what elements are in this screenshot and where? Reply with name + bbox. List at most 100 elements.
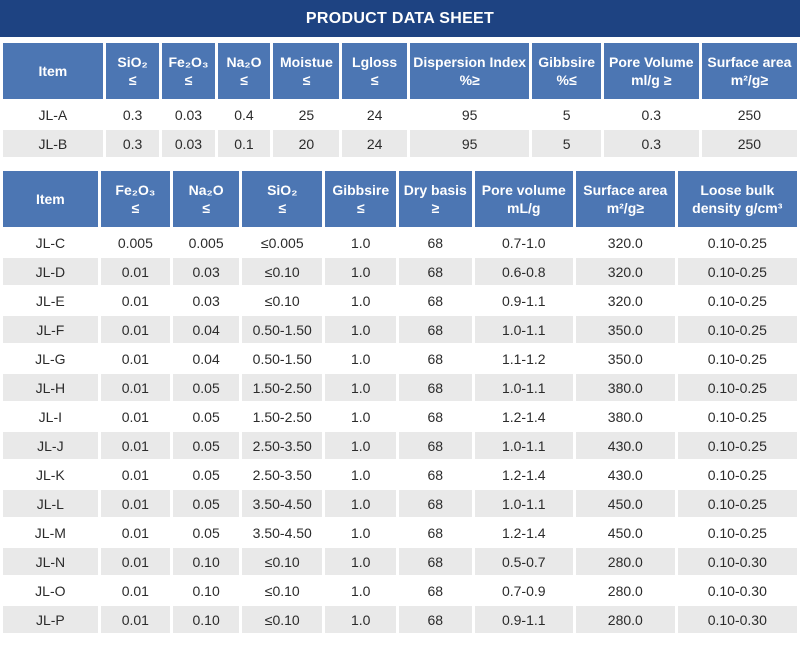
column-header: Dry basis ≥ [399, 171, 472, 227]
spec-table-jl-series: Item Fe₂O₃ ≤ Na₂O ≤ SiO₂ ≤ Gibbsire ≤ Dry bas… [0, 169, 800, 635]
value-cell: 0.05 [173, 519, 240, 546]
value-cell: 24 [342, 130, 407, 157]
value-cell: 0.03 [162, 101, 215, 128]
value-cell: 280.0 [576, 577, 675, 604]
value-cell: 0.10-0.25 [677, 287, 797, 314]
value-cell: 1.0 [325, 229, 397, 256]
table-row: JL-F 0.01 0.04 0.50-1.50 1.0 68 1.0-1.1 350.0 0.… [3, 316, 797, 343]
column-header: Na₂O ≤ [173, 171, 240, 227]
value-cell: 0.01 [100, 548, 170, 575]
value-cell: 1.0-1.1 [474, 316, 574, 343]
table-row: JL-J 0.01 0.05 2.50-3.50 1.0 68 1.0-1.1 430.0 0.… [3, 432, 797, 459]
column-header: Moistue ≤ [273, 43, 340, 99]
value-cell: 0.05 [173, 461, 240, 488]
value-cell: 0.10-0.25 [677, 345, 797, 372]
value-cell: 0.01 [100, 258, 170, 285]
value-cell: 0.50-1.50 [242, 345, 323, 372]
value-cell: 1.0 [325, 490, 397, 517]
column-header: Fe₂O₃ ≤ [162, 43, 215, 99]
value-cell: 450.0 [576, 490, 675, 517]
value-cell: 24 [342, 101, 407, 128]
value-cell: 0.01 [100, 403, 170, 430]
value-cell: 0.1 [217, 130, 271, 157]
value-cell: 68 [399, 287, 472, 314]
value-cell: 0.10-0.25 [677, 316, 797, 343]
value-cell: ≤0.10 [242, 577, 323, 604]
item-cell: JL-K [3, 461, 98, 488]
value-cell: 0.01 [100, 461, 170, 488]
table-row: JL-C 0.005 0.005 ≤0.005 1.0 68 0.7-1.0 320.0 0.1… [3, 229, 797, 256]
value-cell: 0.01 [100, 490, 170, 517]
value-cell: 68 [399, 606, 472, 633]
value-cell: 25 [273, 101, 340, 128]
value-cell: 1.50-2.50 [242, 374, 323, 401]
value-cell: 1.0 [325, 548, 397, 575]
column-header: Surface area m²/g≥ [576, 171, 675, 227]
item-cell: JL-I [3, 403, 98, 430]
item-cell: JL-M [3, 519, 98, 546]
value-cell: 0.03 [162, 130, 215, 157]
value-cell: 20 [273, 130, 340, 157]
value-cell: 1.0 [325, 432, 397, 459]
item-cell: JL-G [3, 345, 98, 372]
table-row: JL-N 0.01 0.10 ≤0.10 1.0 68 0.5-0.7 280.0 0.10-0… [3, 548, 797, 575]
value-cell: 0.05 [173, 490, 240, 517]
title-bar: PRODUCT DATA SHEET [0, 0, 800, 37]
header-row: Item SiO₂ ≤ Fe₂O₃ ≤ Na₂O ≤ Moistue ≤ Lgloss ≤… [3, 43, 797, 99]
value-cell: 1.0 [325, 606, 397, 633]
value-cell: 250 [701, 101, 797, 128]
value-cell: 0.01 [100, 287, 170, 314]
value-cell: 68 [399, 345, 472, 372]
value-cell: 68 [399, 316, 472, 343]
column-header: Item [3, 43, 103, 99]
value-cell: 280.0 [576, 606, 675, 633]
column-header: Surface area m²/g≥ [701, 43, 797, 99]
value-cell: 1.0 [325, 258, 397, 285]
value-cell: 0.10-0.25 [677, 519, 797, 546]
table-row: JL-L 0.01 0.05 3.50-4.50 1.0 68 1.0-1.1 450.0 0.… [3, 490, 797, 517]
value-cell: 0.6-0.8 [474, 258, 574, 285]
value-cell: 0.7-0.9 [474, 577, 574, 604]
column-header: Item [3, 171, 98, 227]
value-cell: 1.0 [325, 345, 397, 372]
value-cell: ≤0.005 [242, 229, 323, 256]
item-cell: JL-B [3, 130, 103, 157]
value-cell: 0.01 [100, 316, 170, 343]
value-cell: 68 [399, 490, 472, 517]
value-cell: 1.0 [325, 461, 397, 488]
table-row: JL-G 0.01 0.04 0.50-1.50 1.0 68 1.1-1.2 350.0 0.… [3, 345, 797, 372]
table-row: JL-O 0.01 0.10 ≤0.10 1.0 68 0.7-0.9 280.0 0.10-0… [3, 577, 797, 604]
value-cell: 350.0 [576, 345, 675, 372]
column-header: SiO₂ ≤ [242, 171, 323, 227]
column-header: Gibbsire %≤ [532, 43, 601, 99]
value-cell: 1.0 [325, 316, 397, 343]
value-cell: 3.50-4.50 [242, 490, 323, 517]
column-header: Gibbsire ≤ [325, 171, 397, 227]
spec-table-powder-grades: Item SiO₂ ≤ Fe₂O₃ ≤ Na₂O ≤ Moistue ≤ Lgloss ≤… [0, 41, 800, 159]
value-cell: 1.2-1.4 [474, 461, 574, 488]
column-header: Lgloss ≤ [342, 43, 407, 99]
value-cell: ≤0.10 [242, 548, 323, 575]
value-cell: 0.05 [173, 403, 240, 430]
value-cell: ≤0.10 [242, 258, 323, 285]
table-row: JL-I 0.01 0.05 1.50-2.50 1.0 68 1.2-1.4 380.0 0.… [3, 403, 797, 430]
value-cell: 1.1-1.2 [474, 345, 574, 372]
value-cell: 5 [532, 101, 601, 128]
value-cell: 68 [399, 403, 472, 430]
value-cell: 68 [399, 374, 472, 401]
value-cell: 0.10-0.25 [677, 432, 797, 459]
value-cell: 0.7-1.0 [474, 229, 574, 256]
value-cell: 380.0 [576, 374, 675, 401]
table-row: JL-K 0.01 0.05 2.50-3.50 1.0 68 1.2-1.4 430.0 0.… [3, 461, 797, 488]
value-cell: 1.0-1.1 [474, 374, 574, 401]
value-cell: 95 [409, 101, 530, 128]
column-header: SiO₂ ≤ [105, 43, 160, 99]
item-cell: JL-N [3, 548, 98, 575]
value-cell: 320.0 [576, 229, 675, 256]
value-cell: 68 [399, 229, 472, 256]
item-cell: JL-E [3, 287, 98, 314]
item-cell: JL-D [3, 258, 98, 285]
value-cell: 68 [399, 577, 472, 604]
value-cell: 1.2-1.4 [474, 519, 574, 546]
